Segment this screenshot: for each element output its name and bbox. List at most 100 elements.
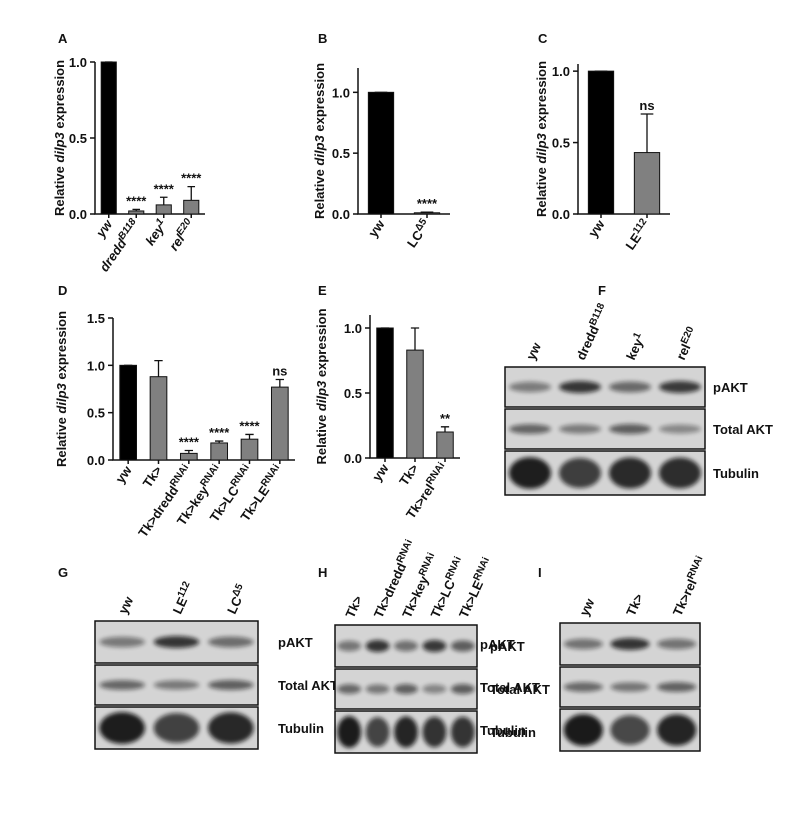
x-tick-label-part: B118: [116, 216, 139, 242]
blot-band: [208, 680, 254, 690]
blot-band: [365, 684, 390, 694]
significance: ns: [639, 98, 654, 113]
y-axis-label-part: expression: [54, 311, 69, 383]
y-axis-label-part: expression: [534, 61, 549, 133]
error-bar: [275, 378, 285, 388]
lane-label-part: RNAi: [394, 538, 414, 565]
blot-band: [657, 714, 697, 746]
lane-label-part: B118: [587, 301, 607, 327]
lane-label-part: RNAi: [471, 555, 491, 582]
y-tick-label: 0.5: [87, 406, 105, 421]
blot-band: [659, 457, 701, 489]
lane-label: dreddB118: [572, 301, 612, 362]
blot-band: [365, 717, 390, 747]
lane-label-part: yw: [115, 593, 136, 616]
blot-band: [610, 638, 650, 650]
y-axis-label-part: Relative: [312, 166, 327, 219]
y-axis-label-part: dilp3: [312, 134, 327, 165]
significance: ns: [272, 364, 287, 379]
blot-band: [450, 640, 475, 652]
y-tick-label: 0.0: [69, 207, 87, 222]
blot-band: [659, 381, 701, 393]
blot-band: [610, 715, 650, 745]
significance: ****: [239, 418, 260, 433]
y-tick-label: 0.5: [344, 386, 362, 401]
y-tick-label: 0.0: [332, 207, 350, 222]
panel-label: D: [58, 283, 67, 298]
lane-label: Tk>relRNAi: [668, 554, 710, 618]
blot-band: [609, 381, 651, 393]
row-label: pAKT: [713, 380, 748, 395]
y-axis-label-part: Relative: [54, 414, 69, 467]
x-tick-label-part: 1: [154, 216, 166, 227]
y-tick-label: 1.0: [69, 55, 87, 70]
blot-band: [337, 716, 362, 748]
y-axis-label-part: expression: [312, 63, 327, 135]
blot-band: [208, 712, 254, 744]
x-tick-label-part: yw: [112, 462, 135, 486]
error-bar: [640, 113, 654, 153]
blot-band: [394, 716, 418, 748]
y-tick-label: 0.5: [69, 131, 87, 146]
blot-band: [609, 424, 651, 434]
y-axis-label-part: Relative: [534, 164, 549, 217]
blot-band: [559, 381, 601, 393]
bar: [376, 327, 394, 459]
bar: [119, 364, 138, 461]
lane-label-part: Tk>: [623, 591, 646, 618]
x-tick-label-part: RNAi: [259, 462, 282, 489]
row-label: Total AKT: [713, 422, 773, 437]
panel-label: E: [318, 283, 327, 298]
bar: [633, 152, 661, 215]
bar: [240, 438, 259, 461]
blot-band: [337, 684, 362, 694]
lane-label-part: E20: [678, 324, 696, 345]
panel-label: I: [538, 565, 542, 580]
blot-band: [559, 458, 601, 488]
significance: ****: [179, 435, 200, 450]
lane-label-part: dredd: [573, 323, 602, 362]
panel-label: H: [318, 565, 327, 580]
error-bar: [132, 208, 141, 211]
blot-band: [610, 682, 650, 692]
error-bar: [440, 426, 450, 432]
x-tick-label-part: RNAi: [168, 462, 191, 489]
x-tick-label-part: yw: [92, 216, 115, 240]
panel-label: G: [58, 565, 68, 580]
blot-band: [422, 684, 447, 694]
bar: [100, 61, 117, 215]
row-label: pAKT: [490, 639, 525, 654]
lane-label: LE112: [168, 579, 197, 616]
blot-band: [99, 680, 145, 690]
lane-label-part: key: [623, 336, 646, 363]
x-tick-label: LCΔ5: [403, 216, 434, 250]
x-tick-label: Tk>: [396, 461, 422, 489]
bar: [436, 431, 454, 459]
lane-label-part: 1: [631, 330, 644, 340]
lane-label: yw: [523, 339, 544, 362]
y-tick-label: 0.0: [344, 451, 362, 466]
row-label: Tubulin: [490, 725, 536, 740]
y-axis-label: Relative dilp3 expression: [534, 61, 549, 217]
x-tick-label-part: yw: [585, 216, 608, 240]
bar: [149, 376, 168, 461]
row-label: Tubulin: [278, 721, 324, 736]
lane-label-part: yw: [576, 595, 597, 618]
panel-label: C: [538, 31, 548, 46]
x-tick-label-part: RNAi: [424, 460, 447, 487]
panel-label: A: [58, 31, 68, 46]
x-tick-label-part: Tk>: [396, 461, 422, 489]
x-tick-label: yw: [92, 216, 115, 240]
blot-band: [509, 424, 551, 434]
y-tick-label: 1.0: [332, 85, 350, 100]
row-label: Total AKT: [480, 680, 540, 695]
row-label: Total AKT: [490, 682, 550, 697]
blot-band: [509, 381, 551, 393]
x-tick-label-part: RNAi: [228, 462, 251, 489]
blot-band: [153, 713, 200, 743]
bar: [587, 70, 615, 215]
y-tick-label: 1.5: [87, 311, 105, 326]
error-bar: [154, 359, 163, 377]
bar: [183, 199, 200, 215]
error-bar: [214, 440, 224, 443]
